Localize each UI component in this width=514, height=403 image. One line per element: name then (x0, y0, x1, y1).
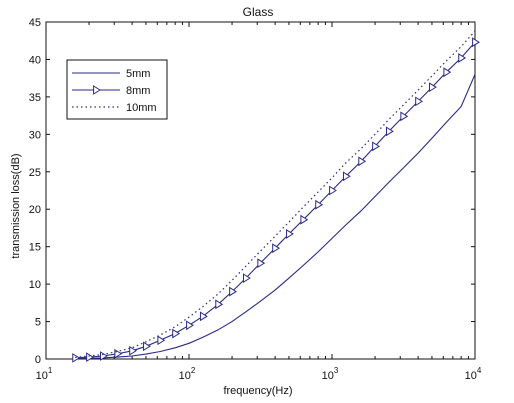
series-point-8mm (157, 335, 166, 346)
series-point-8mm (415, 96, 424, 107)
series-point-8mm (429, 82, 437, 93)
y-tick-label: 15 (29, 242, 41, 254)
series-point-8mm (199, 311, 208, 322)
series-point-8mm (300, 214, 309, 225)
x-tick-label: 101 (36, 366, 53, 382)
x-tick-label: 104 (465, 366, 482, 382)
series-point-8mm (129, 345, 138, 356)
series-point-8mm (458, 53, 467, 63)
series-point-8mm (386, 126, 394, 137)
y-tick-label: 10 (29, 279, 41, 291)
legend-label-5mm: 5mm (126, 68, 150, 80)
series-point-8mm (372, 141, 380, 152)
series-point-8mm (315, 199, 324, 210)
x-axis-label: frequency(Hz) (223, 385, 292, 397)
y-tick-label: 40 (29, 54, 41, 66)
series-point-8mm (472, 37, 480, 48)
legend-label-8mm: 8mm (126, 85, 150, 97)
y-tick-label: 45 (29, 17, 41, 29)
y-tick-label: 5 (35, 317, 41, 329)
series-line-10mm (75, 30, 476, 359)
plot-frame (45, 21, 476, 360)
y-tick-label: 25 (29, 167, 41, 179)
x-tick-label: 103 (322, 366, 339, 382)
series-point-8mm (272, 243, 281, 254)
x-tick-label: 102 (179, 366, 196, 382)
y-axis: 0 5 10 15 20 25 30 35 40 45 (29, 17, 475, 366)
series-point-8mm (342, 171, 351, 182)
legend: 5mm 8mm 10mm (66, 59, 168, 120)
series-point-8mm (86, 352, 94, 363)
series-point-8mm (286, 229, 294, 239)
series-point-8mm (229, 286, 237, 297)
plot-area (45, 21, 476, 360)
y-tick-label: 0 (35, 354, 41, 366)
series-layer (72, 30, 480, 363)
series-point-8mm (143, 341, 151, 352)
y-tick-label: 30 (29, 129, 41, 141)
y-tick-label: 35 (29, 92, 41, 104)
series-point-8mm (400, 111, 409, 122)
series-point-8mm (443, 67, 452, 78)
series-point-8mm (329, 185, 337, 196)
legend-label-10mm: 10mm (126, 102, 157, 114)
chart-title: Glass (243, 5, 274, 19)
legend-marker-8mm (93, 85, 101, 95)
series-point-8mm (186, 320, 194, 331)
y-axis-label: transmission loss(dB) (10, 153, 22, 258)
series-point-8mm (172, 328, 181, 339)
series-point-8mm (358, 156, 367, 167)
series-line-5mm (75, 74, 476, 360)
series-point-8mm (257, 258, 266, 269)
series-point-8mm (243, 273, 251, 284)
series-point-8mm (215, 299, 224, 310)
y-tick-label: 20 (29, 204, 41, 216)
